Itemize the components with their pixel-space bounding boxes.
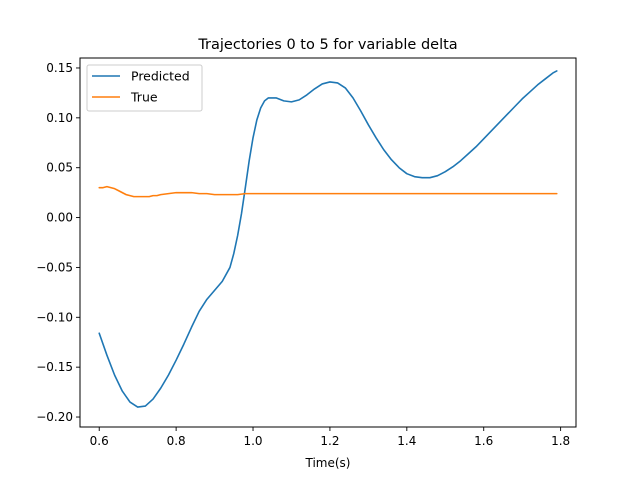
x-tick-label: 1.2	[320, 434, 339, 448]
y-tick-label: 0.15	[46, 61, 73, 75]
axes-frame	[79, 57, 577, 428]
legend: Predicted True	[86, 64, 203, 112]
y-tick-label: 0.05	[46, 161, 73, 175]
y-axis-ticks: −0.20 −0.15 −0.10 −0.05 0.00 0.05 0.10 0.15	[36, 61, 80, 424]
y-tick-label: 0.10	[46, 111, 73, 125]
series-line-predicted	[98, 70, 558, 408]
legend-label-predicted: Predicted	[131, 69, 190, 84]
x-tick-label: 0.6	[90, 434, 109, 448]
series-line-true	[98, 185, 558, 198]
legend-label-true: True	[130, 90, 158, 105]
x-axis-label: Time(s)	[305, 456, 351, 470]
x-tick-label: 1.4	[397, 434, 416, 448]
x-tick-label: 1.8	[551, 434, 570, 448]
x-tick-label: 1.6	[474, 434, 493, 448]
y-tick-label: 0.00	[46, 211, 73, 225]
y-tick-label: −0.20	[36, 410, 73, 424]
y-tick-label: −0.10	[36, 310, 73, 324]
chart-title: Trajectories 0 to 5 for variable delta	[197, 37, 457, 53]
x-tick-label: 1.0	[243, 434, 262, 448]
x-tick-label: 0.8	[167, 434, 186, 448]
series-layer	[98, 70, 558, 408]
x-axis-ticks: 0.6 0.8 1.0 1.2 1.4 1.6 1.8	[90, 427, 570, 448]
y-tick-label: −0.05	[36, 260, 73, 274]
y-tick-label: −0.15	[36, 360, 73, 374]
